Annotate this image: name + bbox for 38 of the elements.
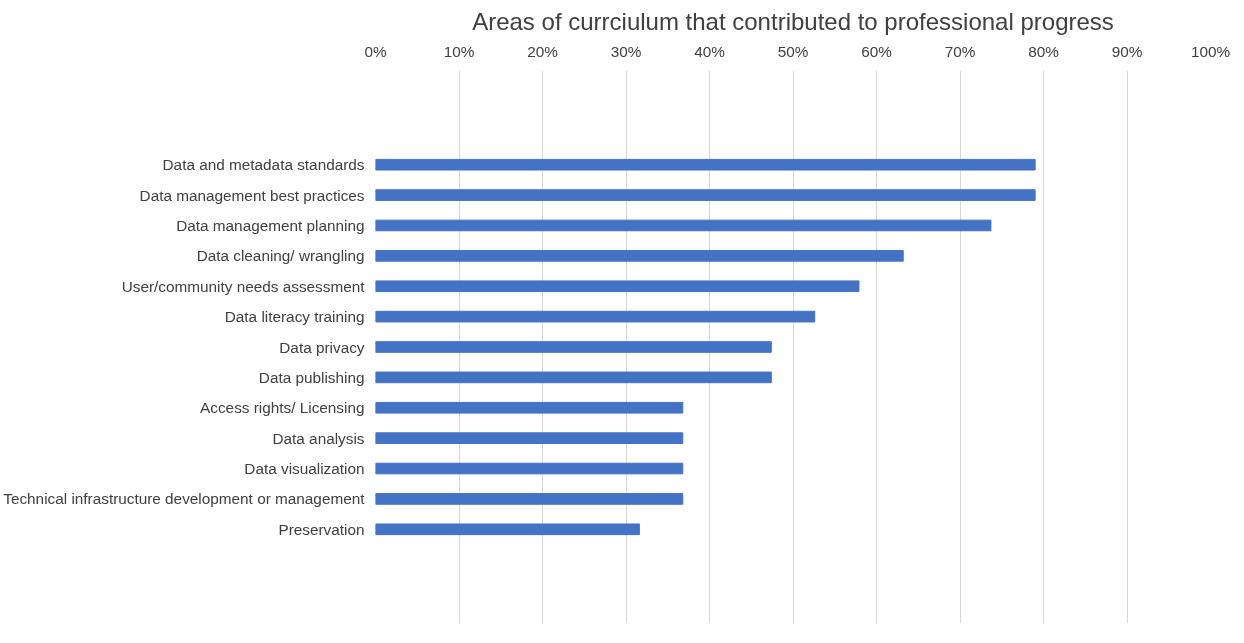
- bar: [375, 523, 640, 536]
- bar: [375, 341, 772, 353]
- y-tick-label: Access rights/ Licensing: [200, 399, 365, 417]
- x-tick-label: 20%: [527, 42, 559, 60]
- y-tick-label: Data cleaning/ wrangling: [196, 247, 365, 265]
- y-tick-label: Data privacy: [279, 338, 365, 356]
- chart-title: Areas of currciulum that contributed to professional progress: [472, 7, 1114, 35]
- bar: [375, 219, 992, 232]
- y-tick-label: Data analysis: [272, 429, 365, 447]
- bar: [375, 371, 772, 384]
- y-tick-label: Data visualization: [244, 460, 365, 478]
- bar: [375, 310, 816, 323]
- bar: [375, 462, 684, 475]
- bar: [375, 280, 860, 293]
- bar: [375, 432, 684, 444]
- x-tick-label: 80%: [1028, 42, 1060, 60]
- y-tick-label: Technical infrastructure development or management: [3, 490, 366, 508]
- x-tick-label: 100%: [1190, 42, 1231, 60]
- x-tick-label: 50%: [777, 42, 809, 60]
- x-tick-label: 60%: [861, 42, 893, 60]
- bar: [375, 158, 1036, 171]
- bar: [375, 189, 1036, 201]
- y-tick-label: Data and metadata standards: [162, 156, 365, 174]
- bar: [375, 401, 684, 414]
- y-tick-label: Data literacy training: [224, 308, 365, 326]
- bar: [375, 250, 904, 262]
- x-tick-label: 70%: [944, 42, 976, 60]
- bar: [375, 493, 684, 505]
- y-tick-label: Data management planning: [176, 216, 365, 234]
- y-tick-label: Preservation: [278, 520, 365, 538]
- x-tick-label: 90%: [1111, 42, 1143, 60]
- y-tick-label: Data management best practices: [139, 186, 365, 204]
- x-tick-label: 10%: [443, 42, 475, 60]
- x-tick-label: 30%: [610, 42, 642, 60]
- y-tick-label: User/community needs assessment: [121, 277, 366, 295]
- y-tick-label: Data publishing: [258, 368, 365, 386]
- x-tick-label: 0%: [364, 42, 387, 60]
- x-tick-label: 40%: [694, 42, 726, 60]
